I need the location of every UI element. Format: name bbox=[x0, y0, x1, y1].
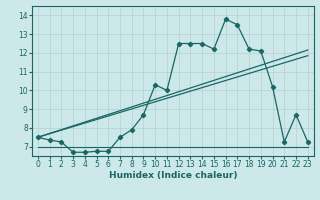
X-axis label: Humidex (Indice chaleur): Humidex (Indice chaleur) bbox=[108, 171, 237, 180]
